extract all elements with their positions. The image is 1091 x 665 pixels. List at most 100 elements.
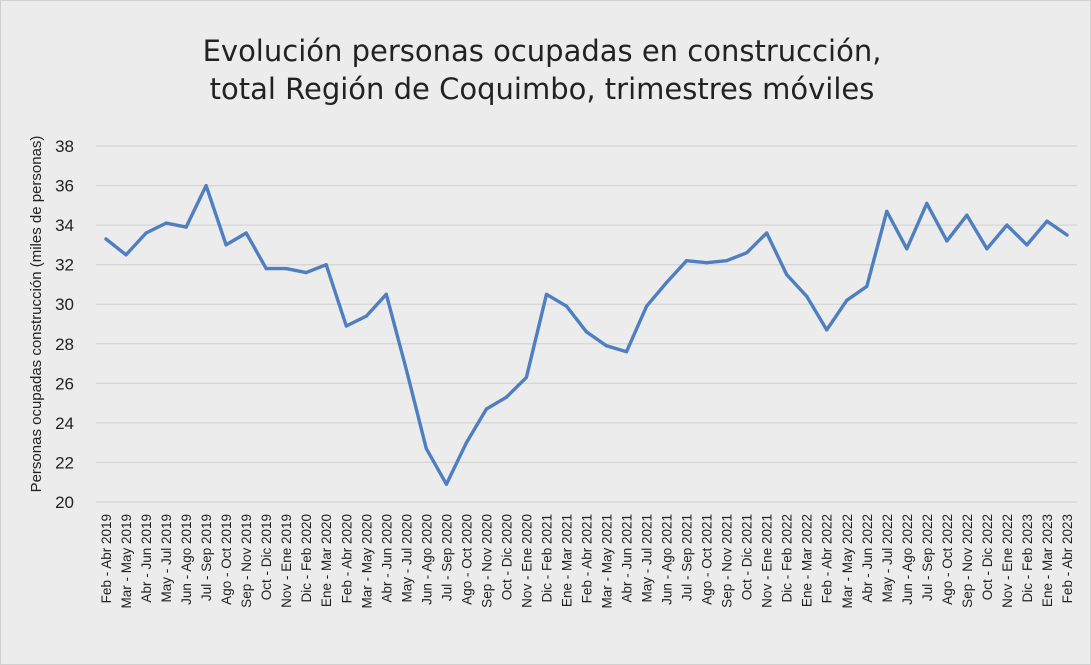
data-point (985, 247, 989, 251)
y-tick-label: 20 (55, 493, 74, 512)
x-tick-label: Oct - Dic 2021 (740, 514, 755, 600)
data-point (805, 294, 809, 298)
x-tick-label: Ene - Mar 2021 (559, 514, 574, 607)
data-point (264, 267, 268, 271)
x-tick-label: Jun - Ago 2021 (660, 514, 675, 605)
data-point (104, 237, 108, 241)
data-point (825, 328, 829, 332)
data-point (144, 231, 148, 235)
data-point (645, 304, 649, 308)
data-point (745, 251, 749, 255)
x-tick-label: Sep - Nov 2020 (479, 514, 494, 608)
gridlines (96, 145, 1077, 503)
data-point (444, 482, 448, 486)
x-tick-label: May - Jul 2022 (880, 514, 895, 603)
data-point (1045, 219, 1049, 223)
data-point (604, 344, 609, 348)
data-point (624, 350, 629, 354)
data-point (464, 441, 468, 445)
y-tick-label: 38 (55, 137, 74, 156)
data-point (544, 292, 549, 296)
data-point (665, 280, 669, 285)
x-tick-label: Mar - May 2021 (600, 514, 615, 609)
data-point (685, 259, 689, 263)
y-tick-label: 28 (55, 335, 74, 354)
data-point (224, 243, 228, 247)
x-tick-label: Ago - Oct 2020 (459, 514, 474, 605)
x-tick-label: Nov - Ene 2022 (1000, 514, 1015, 608)
series-layer (104, 183, 1069, 486)
data-point (364, 314, 368, 318)
x-axis-ticks: Feb - Abr 2019 Mar - May 2019 Abr - Jun 20… (99, 514, 1075, 609)
y-tick-label: 22 (55, 453, 74, 472)
x-tick-label: Feb - Abr 2022 (820, 514, 835, 603)
y-axis-title: Personas ocupadas construcción (miles de… (28, 136, 45, 493)
y-tick-label: 26 (55, 374, 74, 393)
data-point (905, 247, 909, 251)
data-point (584, 330, 589, 334)
chart-title-line-1: Evolución personas ocupadas en construcc… (203, 34, 882, 68)
data-point (164, 221, 168, 225)
x-tick-label: Dic - Feb 2021 (539, 514, 554, 603)
x-tick-label: Jul - Sep 2022 (920, 514, 935, 601)
data-point (705, 261, 709, 265)
data-point (965, 213, 969, 217)
x-tick-label: Sep - Nov 2022 (960, 514, 975, 608)
data-point (424, 447, 428, 451)
y-tick-label: 36 (55, 177, 74, 196)
x-tick-label: May - Jul 2021 (640, 514, 655, 603)
x-tick-label: Oct - Dic 2019 (259, 514, 274, 600)
x-tick-label: Jun - Ago 2022 (900, 514, 915, 605)
y-tick-label: 30 (55, 295, 74, 314)
x-tick-label: Feb - Abr 2023 (1060, 514, 1075, 603)
data-point (865, 284, 869, 288)
data-point (1025, 243, 1029, 247)
x-tick-label: Ago - Oct 2022 (940, 514, 955, 605)
data-point (1065, 233, 1069, 237)
x-tick-label: Ene - Mar 2023 (1040, 514, 1055, 607)
data-point (564, 304, 569, 308)
data-point (845, 298, 849, 302)
chart-title-line-2: total Región de Coquimbo, trimestres móv… (210, 72, 875, 106)
x-tick-label: Mar - May 2019 (119, 514, 134, 609)
x-tick-label: Abr - Jun 2022 (860, 514, 875, 603)
x-tick-label: Abr - Jun 2019 (139, 514, 154, 603)
y-axis-ticks: 20 22 24 26 28 30 32 34 36 38 (55, 137, 74, 512)
y-tick-label: 34 (55, 216, 74, 235)
data-point (124, 253, 128, 257)
series-line-0 (104, 183, 1069, 486)
x-tick-label: Ene - Mar 2022 (800, 514, 815, 607)
data-point (945, 239, 949, 243)
x-tick-label: Ago - Oct 2019 (219, 514, 234, 605)
x-tick-label: Dic - Feb 2023 (1020, 514, 1035, 603)
x-tick-label: Abr - Jun 2021 (620, 514, 635, 603)
x-tick-label: Nov - Ene 2020 (519, 514, 534, 608)
x-tick-label: Mar - May 2022 (840, 514, 855, 609)
x-tick-label: Dic - Feb 2020 (299, 514, 314, 603)
data-point (404, 367, 408, 372)
x-tick-label: May - Jul 2019 (159, 514, 174, 603)
data-point (384, 292, 388, 296)
data-point (1005, 223, 1009, 227)
x-tick-label: Sep - Nov 2021 (720, 514, 735, 608)
data-point (184, 225, 188, 229)
x-tick-label: Abr - Jun 2020 (379, 514, 394, 603)
y-tick-label: 24 (55, 414, 74, 433)
data-point (925, 201, 929, 205)
data-point (885, 209, 889, 213)
x-tick-label: Jun - Ago 2020 (419, 514, 434, 605)
x-tick-label: Jul - Sep 2020 (439, 514, 454, 601)
x-tick-label: Oct - Dic 2020 (499, 514, 514, 600)
data-point (244, 231, 248, 235)
x-tick-label: Jun - Ago 2019 (179, 514, 194, 605)
data-point (284, 267, 288, 271)
y-tick-label: 32 (55, 256, 74, 275)
x-tick-label: Dic - Feb 2022 (780, 514, 795, 603)
data-point (504, 395, 508, 399)
x-tick-label: May - Jul 2020 (399, 514, 414, 603)
x-tick-label: Feb - Abr 2020 (339, 514, 354, 603)
x-tick-label: Oct - Dic 2022 (980, 514, 995, 600)
data-point (524, 375, 529, 379)
data-point (765, 231, 769, 235)
data-point (344, 324, 348, 328)
